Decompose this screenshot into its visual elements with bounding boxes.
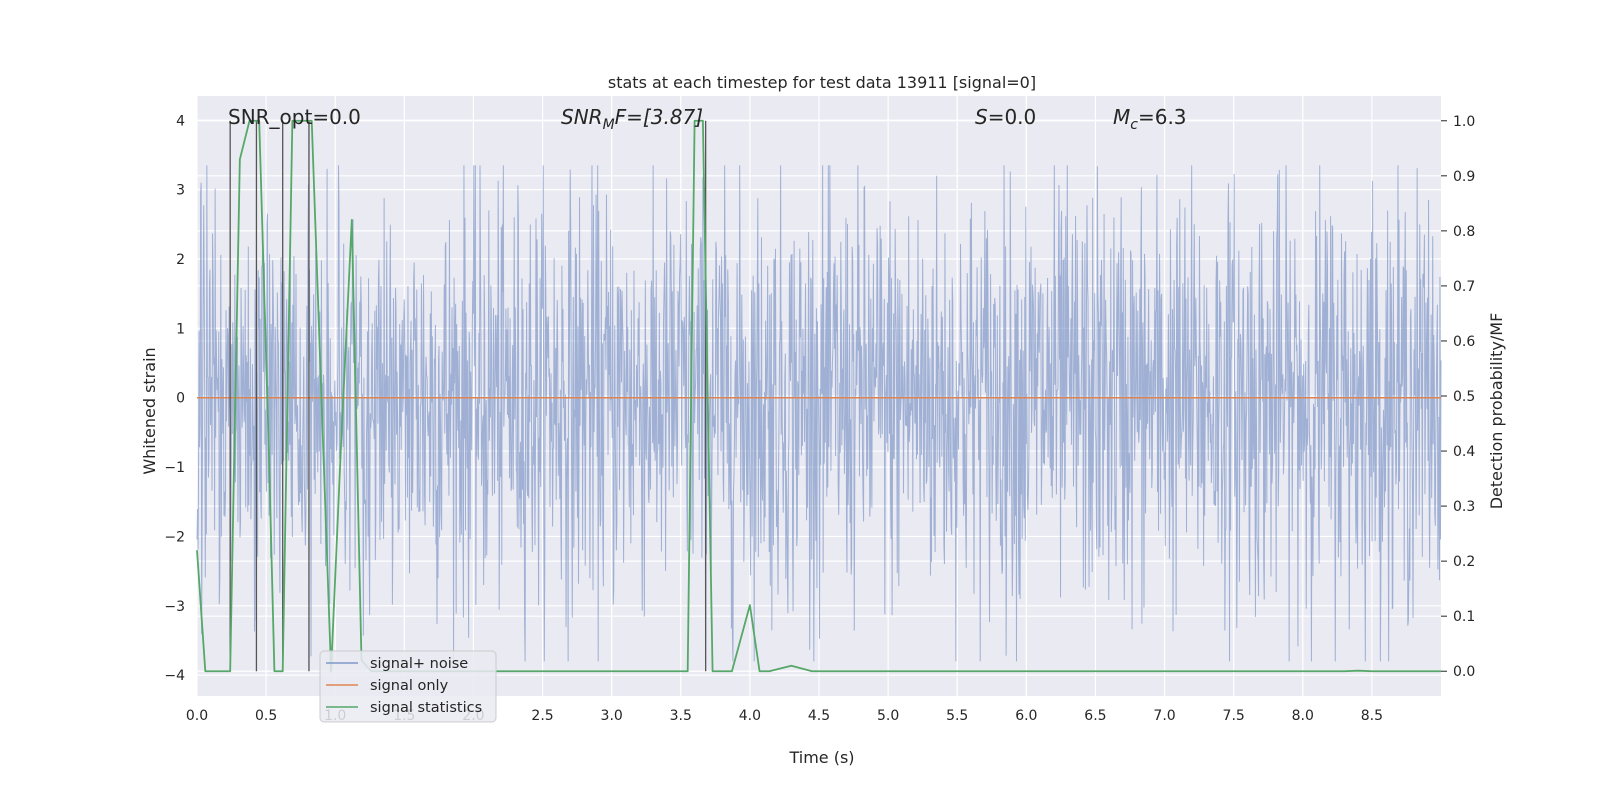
y-axis-label-right: Detection probability/MF — [1487, 313, 1506, 510]
x-tick-label: 4.5 — [808, 708, 830, 724]
y-tick-label-left: 3 — [176, 183, 185, 199]
annotation-snr-mf: SNRMF=[3.87] — [561, 105, 703, 133]
x-tick-label: 0.5 — [255, 708, 277, 724]
annotation-s: S=0.0 — [975, 105, 1036, 129]
chart-title: stats at each timestep for test data 139… — [608, 73, 1036, 92]
x-tick-label: 0.0 — [186, 708, 208, 724]
x-tick-label: 5.0 — [877, 708, 899, 724]
annotation-mc: Mc=6.3 — [1113, 105, 1187, 133]
x-tick-label: 6.0 — [1015, 708, 1037, 724]
detection-markers — [229, 120, 707, 672]
noise-line — [196, 165, 1442, 662]
noise-series — [196, 165, 1442, 662]
annotation-s-value: =0.0 — [988, 105, 1037, 129]
y-tick-label-left: 2 — [176, 252, 185, 268]
y-tick-label-left: −3 — [164, 599, 185, 615]
y-tick-label-right: 1.0 — [1453, 114, 1475, 130]
y-tick-label-right: 0.3 — [1453, 499, 1475, 515]
legend-label-noise: signal+ noise — [370, 656, 468, 672]
y-tick-label-left: 1 — [176, 321, 185, 337]
legend-box — [319, 650, 497, 723]
y-tick-label-right: 0.8 — [1453, 224, 1475, 240]
annotation-snr-mf-rest: F=[3.87] — [615, 105, 703, 129]
legend: signal+ noise signal only signal statist… — [319, 650, 497, 723]
tick-labels: 0.00.51.01.52.02.53.03.54.04.55.05.56.06… — [164, 113, 1475, 724]
y-tick-label-right: 0.0 — [1453, 664, 1475, 680]
annotation-mc-value: =6.3 — [1138, 105, 1187, 129]
annotation-mc-sub: c — [1130, 117, 1138, 133]
y-tick-label-right: 0.9 — [1453, 169, 1475, 185]
y-tick-label-left: −4 — [164, 668, 185, 684]
annotation-snr-opt: SNR_opt=0.0 — [228, 105, 361, 129]
legend-label-stats: signal statistics — [370, 700, 482, 716]
y-tick-label-right: 0.7 — [1453, 279, 1475, 295]
y-tick-label-left: −2 — [164, 529, 185, 545]
annotations: SNR_opt=0.0 SNRMF=[3.87] S=0.0 Mc=6.3 — [228, 105, 1187, 133]
y-tick-label-right: 0.5 — [1453, 389, 1475, 405]
x-tick-label: 7.5 — [1223, 708, 1245, 724]
y-axis-label-left: Whitened strain — [140, 347, 159, 474]
x-tick-label: 8.0 — [1292, 708, 1314, 724]
x-tick-label: 4.0 — [739, 708, 761, 724]
y-tick-label-left: 0 — [176, 391, 185, 407]
x-axis-label: Time (s) — [788, 748, 854, 767]
annotation-mc-label: M — [1113, 105, 1130, 129]
y-tick-label-right: 0.2 — [1453, 554, 1475, 570]
legend-label-signal: signal only — [370, 678, 449, 694]
y-tick-label-right: 0.1 — [1453, 609, 1475, 625]
y-tick-label-right: 0.4 — [1453, 444, 1475, 460]
y-tick-label-right: 0.6 — [1453, 334, 1475, 350]
x-tick-label: 8.5 — [1361, 708, 1383, 724]
x-tick-label: 7.0 — [1153, 708, 1175, 724]
annotation-snr-mf-sub: M — [603, 117, 615, 133]
y-tick-label-left: 4 — [176, 113, 185, 129]
x-tick-label: 3.0 — [601, 708, 623, 724]
x-tick-label: 2.5 — [531, 708, 553, 724]
y-tick-label-left: −1 — [164, 460, 185, 476]
annotation-snr-mf-base: SNR — [561, 105, 603, 129]
x-tick-label: 3.5 — [670, 708, 692, 724]
x-tick-label: 5.5 — [946, 708, 968, 724]
annotation-s-label: S — [975, 105, 988, 129]
x-tick-label: 6.5 — [1084, 708, 1106, 724]
